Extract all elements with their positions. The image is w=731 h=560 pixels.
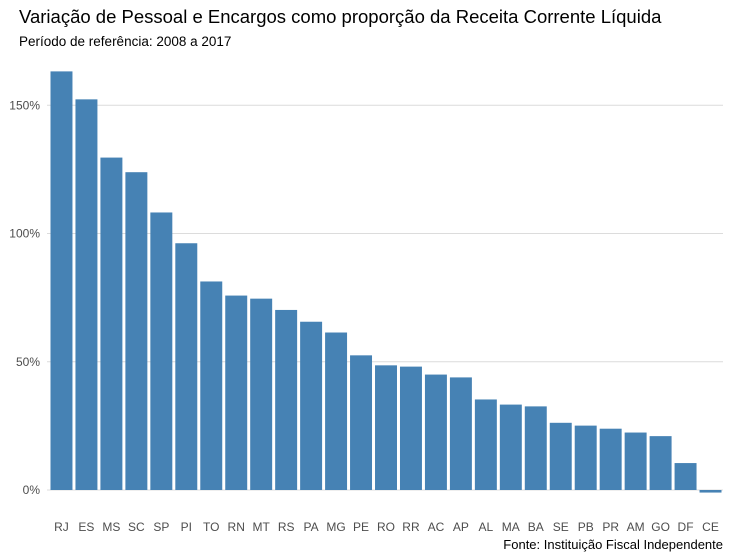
x-tick-label: AM (627, 520, 645, 534)
bar-pr (599, 428, 622, 490)
bar-ac (424, 374, 447, 490)
bar-ce (699, 490, 722, 493)
x-tick-label: MG (326, 520, 345, 534)
x-tick-label: CE (702, 520, 719, 534)
x-tick-label: SC (128, 520, 145, 534)
x-axis-ticks: RJ ES MS SC SP PI TO RN MT RS PA MG PE RO RR AC AP AL MA BA… (54, 520, 719, 534)
x-tick-label: RJ (54, 520, 69, 534)
bar-sc (125, 172, 148, 490)
x-tick-label: DF (678, 520, 694, 534)
bar-rj (50, 71, 73, 490)
bar-ma (499, 404, 522, 490)
bar-pe (350, 355, 373, 490)
x-tick-label: PR (602, 520, 619, 534)
bar-pa (300, 321, 323, 490)
y-tick-label: 150% (9, 98, 40, 112)
bar-pb (574, 425, 597, 490)
bar-am (624, 432, 647, 490)
bar-sp (150, 212, 173, 490)
bar-go (649, 436, 672, 490)
bar-ro (375, 365, 397, 490)
x-tick-label: RR (402, 520, 420, 534)
bar-df (674, 463, 697, 490)
x-tick-label: RO (377, 520, 395, 534)
x-tick-label: RN (228, 520, 245, 534)
bar-rs (275, 309, 298, 490)
x-tick-label: SE (553, 520, 569, 534)
y-tick-label: 0% (23, 483, 41, 497)
x-tick-label: TO (203, 520, 219, 534)
bar-al (474, 399, 497, 490)
x-tick-label: MT (253, 520, 271, 534)
bar-es (75, 99, 98, 490)
bar-rr (399, 366, 422, 490)
x-tick-label: MS (102, 520, 120, 534)
y-tick-label: 100% (9, 227, 40, 241)
x-tick-label: AL (479, 520, 494, 534)
x-tick-label: ES (78, 520, 94, 534)
x-tick-label: SP (153, 520, 169, 534)
x-tick-label: RS (278, 520, 295, 534)
bar-ap (449, 377, 472, 490)
x-tick-label: PA (304, 520, 319, 534)
bar-ba (524, 406, 547, 490)
bar-pi (175, 243, 198, 490)
bars (50, 71, 722, 493)
bar-rn (225, 295, 248, 490)
bar-to (200, 281, 223, 490)
x-tick-label: BA (528, 520, 544, 534)
x-tick-label: PE (353, 520, 369, 534)
bar-mt (250, 298, 273, 490)
x-tick-label: MA (502, 520, 520, 534)
x-tick-label: GO (651, 520, 670, 534)
y-axis-ticks: 0% 50% 100% 150% (9, 98, 40, 497)
bar-ms (100, 157, 123, 490)
bar-mg (325, 332, 348, 490)
x-tick-label: PB (578, 520, 594, 534)
x-tick-label: PI (181, 520, 192, 534)
x-tick-label: AP (453, 520, 469, 534)
chart-subtitle: Período de referência: 2008 a 2017 (19, 34, 232, 49)
chart-title: Variação de Pessoal e Encargos como prop… (19, 6, 662, 27)
x-tick-label: AC (428, 520, 445, 534)
chart-caption: Fonte: Instituição Fiscal Independente (503, 537, 723, 552)
bar-se (549, 422, 572, 490)
y-tick-label: 50% (16, 355, 40, 369)
